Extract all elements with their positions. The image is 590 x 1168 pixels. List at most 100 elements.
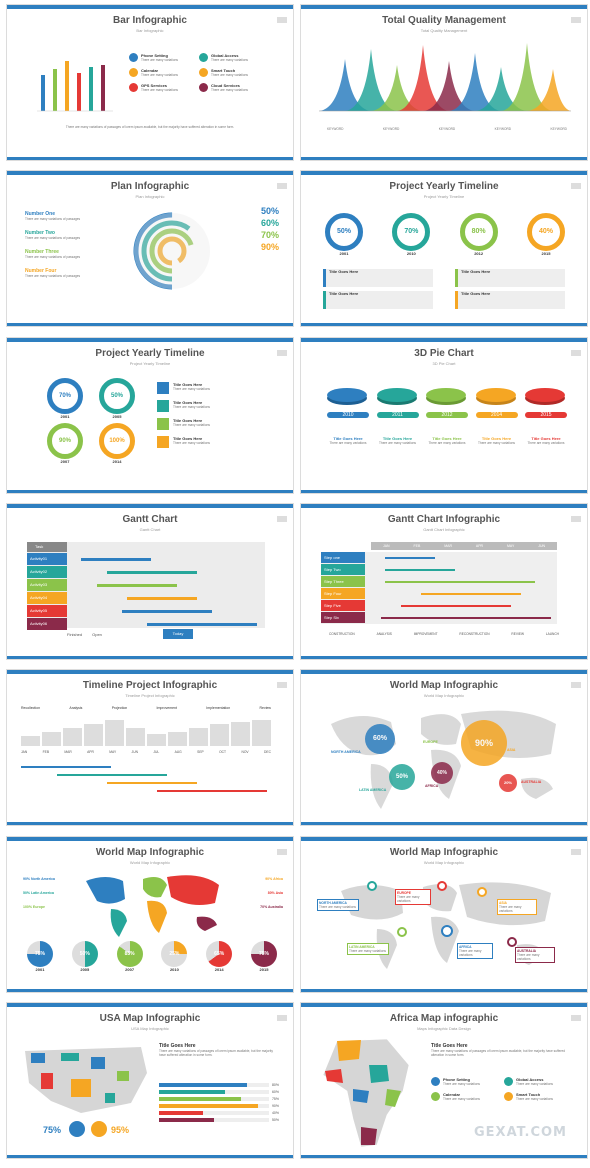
callout-europe: EUROPE There are many variations <box>395 889 431 905</box>
pct-label: 70% <box>260 230 279 240</box>
donut-value: 100% <box>99 423 135 459</box>
item-label: Title Goes Here <box>173 436 203 441</box>
map-pin-icon[interactable] <box>507 937 517 947</box>
month-label: MAY <box>507 544 515 548</box>
slide-subtitle: 3D Pie Chart <box>432 361 456 366</box>
pie-text-row: Title Goes Here There are many variations… <box>327 436 567 445</box>
slide-project-yearly-timeline-2[interactable]: Project Yearly Timeline Project Yearly T… <box>6 337 294 494</box>
slide-title: Plan Infographic <box>110 181 190 192</box>
callout-title: EUROPE <box>397 891 411 895</box>
right-legend: 90% Africa 80% Asia 70% Australia <box>227 877 283 909</box>
slide-3d-pie-chart[interactable]: 3D Pie Chart 3D Pie Chart 2010 2011 2012… <box>300 337 588 494</box>
bar-value: 50% <box>271 1118 279 1122</box>
slide-bottom-bar <box>7 656 293 659</box>
donut-value: 40% <box>526 213 565 251</box>
info-box: Title Goes Here <box>455 269 565 287</box>
slide-world-map-bubbles[interactable]: World Map Infographic World Map Infograp… <box>300 669 588 826</box>
map-pin-icon[interactable] <box>367 881 377 891</box>
map-pin-icon[interactable] <box>437 881 447 891</box>
item-label: Number Four <box>25 268 57 274</box>
page-number <box>571 350 581 356</box>
box-title: Title Goes Here <box>333 436 363 441</box>
map-pin-icon[interactable] <box>477 887 487 897</box>
legend-open: Open <box>92 632 102 637</box>
usa-title: Title Goes Here <box>159 1043 196 1049</box>
pie-item: 65% 2014 <box>206 941 233 972</box>
slide-world-map-pins[interactable]: World Map Infographic World Map Infograp… <box>300 836 588 993</box>
task-label: Activity04 <box>27 592 67 604</box>
slide-title: World Map Infographic <box>389 680 499 691</box>
month-label: FEB <box>413 544 421 548</box>
legend-finished: Finished <box>67 632 83 637</box>
today-marker[interactable]: Today <box>163 629 193 639</box>
slide-subtitle: Timeline Project Infographic <box>125 693 175 698</box>
callout-title: AFRICA <box>459 945 472 949</box>
item-label: Calendar <box>443 1092 461 1097</box>
gantt-bar <box>127 597 197 600</box>
map-pin-icon[interactable] <box>441 925 453 937</box>
block <box>168 732 187 746</box>
pie-item: 85% 2007 <box>116 941 143 972</box>
month-label: OCT <box>219 750 227 754</box>
list-item: Smart Touch There are many variations <box>504 1092 571 1101</box>
pie-3d <box>426 388 466 402</box>
block <box>252 720 271 746</box>
slide-gantt-chart-infographic[interactable]: Gantt Chart Infographic Gantt Chart Info… <box>300 503 588 660</box>
slide-usa-map[interactable]: USA Map Infographic USA Map Infographic … <box>6 1002 294 1159</box>
slide-title: Project Yearly Timeline <box>389 181 499 192</box>
slide-top-bar <box>301 837 587 841</box>
list-item: Calendar There are many variations <box>129 68 195 77</box>
legend-item: 90% Africa <box>265 877 283 881</box>
gantt-bar <box>97 584 177 587</box>
page-number <box>277 17 287 23</box>
slide-bottom-bar <box>7 323 293 326</box>
slide-bar-infographic[interactable]: Bar Infographic Bar Infographic Phone Se… <box>6 4 294 161</box>
phase-label: Analysis <box>69 706 83 710</box>
gantt-bar <box>421 593 521 595</box>
slide-top-bar <box>301 5 587 9</box>
bar-value: 60% <box>271 1090 279 1094</box>
timeline-blocks <box>21 718 271 746</box>
slide-subtitle: Gantt Chart <box>139 527 161 532</box>
box-title: Title Goes Here <box>461 291 491 296</box>
gantt-bar <box>385 581 535 583</box>
slide-subtitle: Maps Infographic Data Design <box>417 1026 471 1031</box>
slide-title: Bar Infographic <box>113 15 187 26</box>
gantt-bar <box>147 623 257 626</box>
slide-world-map-colored[interactable]: World Map Infographic World Map Infograp… <box>6 836 294 993</box>
list-item: Title Goes Here There are many variations <box>157 418 267 430</box>
keyword-label: KEYWORD <box>327 127 344 131</box>
slide-tqm[interactable]: Total Quality Management Total Quality M… <box>300 4 588 161</box>
usa-map <box>25 1047 147 1113</box>
year-pill: 2010 <box>327 412 369 418</box>
bar <box>65 61 69 111</box>
gantt-grid: Task Activity01 Activity02 Activity03 Ac… <box>27 542 265 630</box>
item-label: Number Three <box>25 249 59 255</box>
month-label: AUG <box>174 750 182 754</box>
phase-label: Improvement <box>156 706 177 710</box>
block <box>210 724 229 746</box>
calendar-icon <box>431 1092 440 1101</box>
block <box>21 736 40 746</box>
pie-3d <box>376 388 417 402</box>
slide-africa-map[interactable]: Africa Map infographic Maps Infographic … <box>300 1002 588 1159</box>
step-label: Step Five <box>321 600 365 611</box>
slide-project-yearly-timeline-1[interactable]: Project Yearly Timeline Project Yearly T… <box>300 170 588 327</box>
peak-chart <box>319 43 571 112</box>
legend-item: REVIEW <box>511 632 524 636</box>
female-pct: 95% <box>111 1125 130 1135</box>
keyword-label: KEYWORD <box>494 127 512 131</box>
year-pill: 2011 <box>376 412 419 418</box>
month-label: JUL <box>153 750 160 754</box>
month-label: FEB <box>42 750 50 754</box>
slide-gantt-chart[interactable]: Gantt Chart Gantt Chart Task Activity01 … <box>6 503 294 660</box>
year-label: 2001 <box>35 967 45 972</box>
slide-timeline-project[interactable]: Timeline Project Infographic Timeline Pr… <box>6 669 294 826</box>
page-number <box>571 17 581 23</box>
donut-grid: 70% 2001 50% 2005 90% 2007 100% 2014 <box>41 378 141 464</box>
list-item: Cloud Services There are many variations <box>199 83 265 92</box>
map-pin-icon[interactable] <box>397 927 407 937</box>
year-label: 2001 <box>60 414 70 419</box>
slide-title: USA Map Infographic <box>99 1013 201 1024</box>
slide-plan[interactable]: Plan Infographic Plan Infographic Number… <box>6 170 294 327</box>
